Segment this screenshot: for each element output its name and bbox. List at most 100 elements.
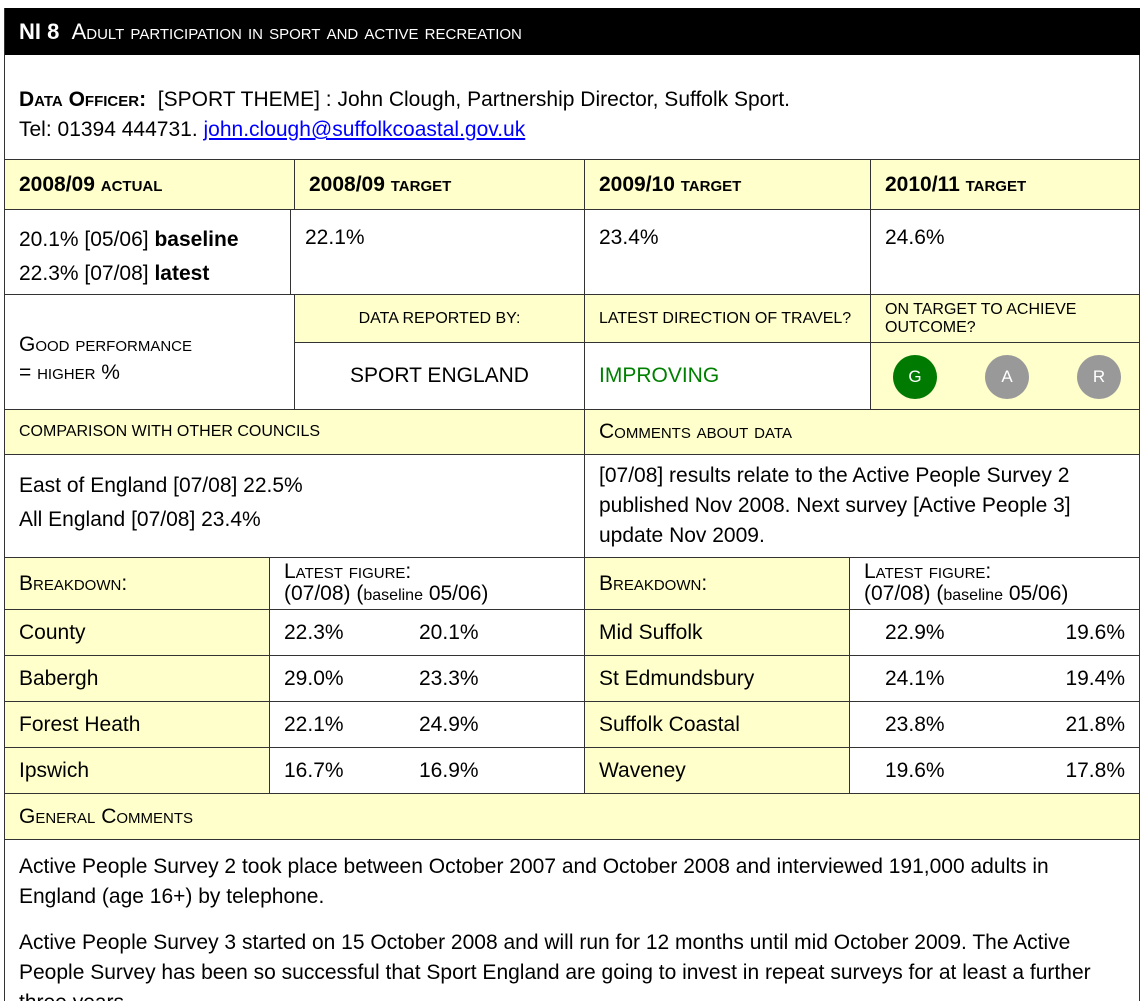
comparison-line: East of England [07/08] 22.5% xyxy=(19,474,303,497)
latest-value: 23.8% xyxy=(885,712,945,736)
area-name: County xyxy=(19,620,86,644)
baseline-cell: 17.8% xyxy=(990,748,1140,794)
actual-value: 22.3% [07/08] xyxy=(19,262,149,285)
area-name: Mid Suffolk xyxy=(599,620,703,644)
baseline-cell: 20.1% xyxy=(395,610,585,656)
baseline-value: 24.9% xyxy=(419,712,479,736)
status-label: DATA REPORTED BY: xyxy=(358,309,521,327)
figure-label: Latest figure: xyxy=(864,560,992,583)
direction-cell: IMPROVING xyxy=(585,343,871,410)
target-header-cell: 2008/09 target xyxy=(295,160,585,210)
comparison-line: All England [07/08] 23.4% xyxy=(19,508,261,531)
area-name: Ipswich xyxy=(19,758,90,782)
performance: Good performance xyxy=(19,333,193,356)
indicator-code: NI 8 xyxy=(19,19,60,44)
baseline-value: 21.8% xyxy=(1065,712,1125,736)
officer-email[interactable]: john.clough@suffolkcoastal.gov.uk xyxy=(203,118,526,141)
target-value: 22.1% xyxy=(305,226,365,249)
baseline-value: 19.6% xyxy=(1065,620,1125,644)
baseline-cell: 16.9% xyxy=(395,748,585,794)
general-paragraph: Active People Survey 3 started on 15 Oct… xyxy=(19,931,1091,1001)
comparison-cell: East of England [07/08] 22.5% All England… xyxy=(5,455,585,558)
figure-label-cell: Latest figure: (07/08) (baseline 05/06) xyxy=(270,558,585,610)
officer-cell: Data Officer: [SPORT THEME] : John Cloug… xyxy=(5,55,1140,160)
general-header: General Comments xyxy=(5,794,1140,840)
officer-tel: Tel: 01394 444731. xyxy=(19,118,198,141)
area-cell: Mid Suffolk xyxy=(585,610,850,656)
baseline-value: 23.3% xyxy=(419,666,479,690)
baseline-value: 20.1% xyxy=(419,620,479,644)
comments-text: [07/08] results relate to the Active Peo… xyxy=(599,464,1071,547)
baseline-value: 16.9% xyxy=(419,758,479,782)
figure-label: Latest figure: xyxy=(284,560,412,583)
target-value-cell: 24.6% xyxy=(871,210,1140,295)
officer-label: Data Officer: xyxy=(19,88,147,111)
reported-by-cell: SPORT ENGLAND xyxy=(295,343,585,410)
target-header-cell: 2008/09 actual xyxy=(5,160,295,210)
target-value: 24.6% xyxy=(885,226,945,249)
status-label-cell: ON TARGET TO ACHIEVE OUTCOME? xyxy=(871,295,1140,343)
latest-cell: 29.0% xyxy=(270,656,395,702)
rag-light: G xyxy=(893,355,937,399)
general-label: General Comments xyxy=(19,804,194,828)
actual-line: 22.3% [07/08] latest xyxy=(19,257,286,291)
latest-value: 16.7% xyxy=(284,758,344,782)
baseline-cell: 19.6% xyxy=(990,610,1140,656)
latest-cell: 22.9% xyxy=(850,610,990,656)
period-start: (07/08) ( xyxy=(864,582,944,605)
period-note: baseline xyxy=(363,587,423,604)
reported-by: SPORT ENGLAND xyxy=(350,364,529,387)
baseline-cell: 21.8% xyxy=(990,702,1140,748)
period-start: (07/08) ( xyxy=(284,582,364,605)
status-label: ON TARGET TO ACHIEVE OUTCOME? xyxy=(885,300,1077,336)
area-cell: Ipswich xyxy=(5,748,270,794)
title-bar: NI 8 Adult participation in sport and ac… xyxy=(5,8,1140,55)
baseline-value: 19.4% xyxy=(1065,666,1125,690)
actual-cell: 20.1% [05/06] baseline 22.3% [07/08] late… xyxy=(5,210,291,295)
status-label-cell: LATEST DIRECTION OF TRAVEL? xyxy=(585,295,871,343)
general-cell: Active People Survey 2 took place betwee… xyxy=(5,840,1140,1001)
period-end: 05/06) xyxy=(422,582,489,605)
latest-value: 22.3% xyxy=(284,620,344,644)
latest-cell: 22.3% xyxy=(270,610,395,656)
actual-value: 20.1% [05/06] xyxy=(19,228,149,251)
breakdown-label: Breakdown: xyxy=(19,571,128,595)
officer-line: [SPORT THEME] : John Clough, Partnership… xyxy=(157,88,790,111)
comparison-header: COMPARISON WITH OTHER COUNCILS xyxy=(5,410,585,455)
breakdown-label-cell: Breakdown: xyxy=(585,558,850,610)
baseline-cell: 19.4% xyxy=(990,656,1140,702)
latest-value: 29.0% xyxy=(284,666,344,690)
area-name: Suffolk Coastal xyxy=(599,712,740,736)
general-paragraph: Active People Survey 2 took place betwee… xyxy=(19,855,1049,908)
indicator-sheet: NI 8 Adult participation in sport and ac… xyxy=(4,8,1140,1001)
latest-cell: 19.6% xyxy=(850,748,990,794)
target-value: 23.4% xyxy=(599,226,659,249)
breakdown-label: Breakdown: xyxy=(599,571,708,595)
comparison-label: COMPARISON WITH OTHER COUNCILS xyxy=(19,423,321,440)
target-header: 2009/10 target xyxy=(599,173,742,196)
performance-cell: Good performance = higher % xyxy=(5,295,295,410)
rag-light: A xyxy=(985,355,1029,399)
target-header-cell: 2010/11 target xyxy=(871,160,1140,210)
baseline-cell: 24.9% xyxy=(395,702,585,748)
area-cell: County xyxy=(5,610,270,656)
target-value-cell: 23.4% xyxy=(585,210,871,295)
comments-label: Comments about data xyxy=(599,420,792,443)
latest-cell: 24.1% xyxy=(850,656,990,702)
actual-note: latest xyxy=(154,262,210,285)
latest-value: 24.1% xyxy=(885,666,945,690)
area-name: Babergh xyxy=(19,666,99,690)
latest-cell: 23.8% xyxy=(850,702,990,748)
target-header-cell: 2009/10 target xyxy=(585,160,871,210)
target-header: 2010/11 target xyxy=(885,173,1027,196)
target-value-cell: 22.1% xyxy=(291,210,585,295)
area-cell: Babergh xyxy=(5,656,270,702)
area-name: Forest Heath xyxy=(19,712,141,736)
baseline-cell: 23.3% xyxy=(395,656,585,702)
latest-cell: 22.1% xyxy=(270,702,395,748)
actual-note: baseline xyxy=(154,228,239,251)
baseline-value: 17.8% xyxy=(1065,758,1125,782)
area-name: Waveney xyxy=(599,758,686,782)
area-cell: St Edmundsbury xyxy=(585,656,850,702)
